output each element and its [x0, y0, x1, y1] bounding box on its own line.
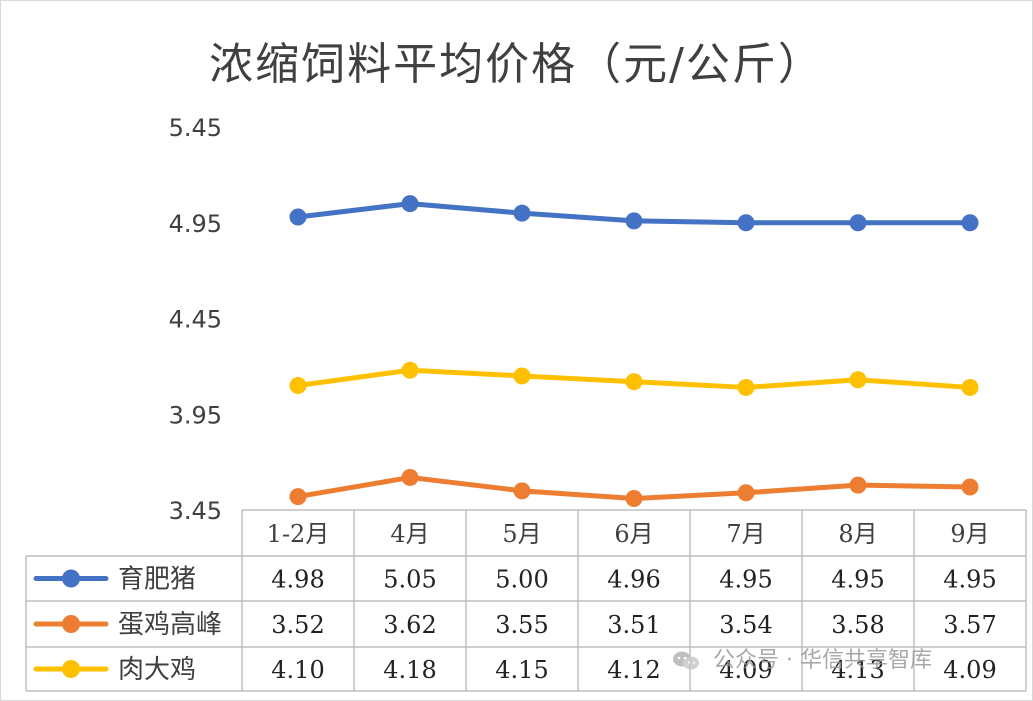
data-table-cell: 3.52 — [271, 611, 324, 639]
data-table-cell: 4.10 — [271, 656, 324, 684]
data-table-cell: 4.09 — [943, 656, 996, 684]
data-point — [513, 482, 531, 500]
data-table-cell: 4.09 — [719, 656, 772, 684]
series-name: 育肥猪 — [118, 565, 196, 595]
data-point — [625, 490, 643, 508]
y-tick-label: 3.95 — [169, 401, 222, 429]
data-table-cell: 4.15 — [495, 656, 548, 684]
data-table-cell: 3.62 — [383, 611, 436, 639]
legend-key-marker — [62, 615, 80, 633]
data-point — [289, 208, 307, 226]
y-tick-label: 4.45 — [169, 306, 222, 334]
category-label: 8月 — [838, 520, 877, 548]
category-label: 1-2月 — [267, 520, 330, 548]
watermark-text: 公众号 · 华信共享智库 — [713, 648, 932, 673]
y-tick-label: 5.45 — [169, 114, 222, 142]
data-table-cell: 3.54 — [719, 611, 772, 639]
data-point — [961, 378, 979, 396]
data-table-cell: 4.12 — [607, 656, 660, 684]
data-table-cell: 4.95 — [719, 566, 772, 594]
data-point — [737, 214, 755, 232]
watermark: 公众号 · 华信共享智库 — [672, 642, 932, 674]
data-table-cell: 5.00 — [495, 566, 548, 594]
y-tick-label: 4.95 — [169, 210, 222, 238]
data-table-cell: 3.55 — [495, 611, 548, 639]
data-table-cell: 4.95 — [943, 566, 996, 594]
data-point — [289, 488, 307, 506]
data-point — [513, 204, 531, 222]
data-point — [737, 484, 755, 502]
data-table-cell: 5.05 — [383, 566, 436, 594]
data-point — [401, 195, 419, 213]
data-point — [513, 367, 531, 385]
category-label: 6月 — [614, 520, 653, 548]
data-table-cell: 4.13 — [831, 656, 884, 684]
wechat-icon — [672, 650, 700, 672]
category-label: 4月 — [390, 520, 429, 548]
category-label: 9月 — [950, 520, 989, 548]
chart-title: 浓缩饲料平均价格（元/公斤） — [209, 39, 824, 90]
data-point — [849, 371, 867, 389]
data-point — [289, 377, 307, 395]
data-point — [961, 478, 979, 496]
data-table-cell: 4.95 — [831, 566, 884, 594]
data-table-cell: 4.96 — [607, 566, 660, 594]
data-point — [849, 214, 867, 232]
data-table-cell: 4.98 — [271, 566, 324, 594]
legend-key-marker — [62, 569, 80, 588]
series-name: 蛋鸡高峰 — [118, 610, 222, 640]
series-name: 肉大鸡 — [118, 655, 196, 685]
data-table-cell: 4.18 — [383, 656, 436, 684]
data-point — [849, 476, 867, 494]
legend-key-marker — [62, 660, 80, 678]
data-table-cell: 3.57 — [943, 611, 996, 639]
data-point — [401, 361, 419, 379]
data-table-cell: 3.51 — [607, 611, 660, 639]
data-point — [625, 373, 643, 391]
category-label: 5月 — [502, 520, 541, 548]
category-label: 7月 — [726, 520, 765, 548]
data-point — [961, 214, 979, 232]
data-table-cell: 3.58 — [831, 611, 884, 639]
data-point — [737, 378, 755, 396]
data-point — [401, 468, 419, 486]
y-tick-label: 3.45 — [169, 497, 222, 525]
data-point — [625, 212, 643, 230]
